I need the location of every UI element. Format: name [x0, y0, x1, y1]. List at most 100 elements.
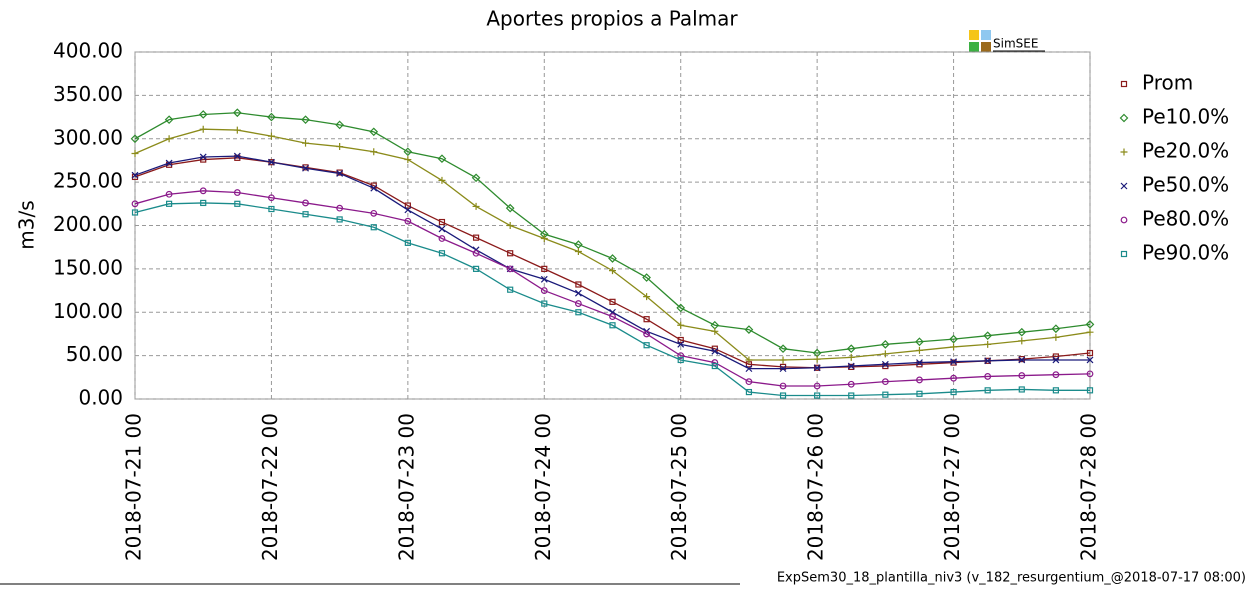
marker	[370, 224, 377, 231]
footer: ExpSem30_18_plantilla_niv3 (v_182_resurg…	[777, 571, 1246, 586]
marker	[1086, 349, 1094, 357]
chart-title: Aportes propios a Palmar	[486, 7, 738, 31]
x-tick-label: 2018-07-28 00	[1077, 413, 1101, 561]
marker	[848, 392, 855, 399]
marker	[166, 200, 173, 207]
y-tick-label: 300.00	[53, 125, 123, 149]
marker	[609, 267, 616, 275]
marker	[268, 194, 275, 202]
marker	[711, 362, 718, 370]
marker	[1086, 356, 1094, 364]
logo	[981, 30, 991, 40]
marker	[302, 199, 309, 207]
marker	[745, 356, 753, 364]
marker	[234, 200, 241, 207]
marker	[404, 202, 411, 209]
marker	[643, 330, 651, 338]
marker	[131, 209, 139, 216]
marker	[505, 203, 515, 213]
marker	[507, 250, 514, 257]
y-tick-label: 350.00	[53, 82, 123, 106]
marker	[165, 159, 173, 167]
marker	[404, 206, 412, 214]
legend-label: Pe10.0%	[1142, 105, 1229, 129]
marker	[165, 135, 173, 143]
marker	[916, 376, 923, 384]
y-axis-label: m3/s	[15, 200, 39, 249]
y-tick-label: 100.00	[53, 299, 123, 323]
marker	[984, 340, 992, 348]
marker	[609, 298, 616, 305]
marker	[404, 156, 412, 164]
marker	[506, 222, 514, 229]
marker	[711, 327, 719, 335]
x-tick-label: 2018-07-26 00	[804, 413, 828, 561]
marker	[1052, 353, 1059, 360]
marker	[130, 134, 140, 144]
marker	[370, 148, 378, 156]
marker	[1018, 372, 1026, 379]
legend-label: Pe50.0%	[1142, 173, 1229, 197]
marker	[882, 391, 889, 398]
brand: SimSEE	[993, 37, 1038, 51]
marker	[950, 359, 957, 366]
marker	[472, 234, 480, 241]
marker	[915, 346, 923, 354]
marker	[1086, 328, 1094, 336]
marker	[472, 265, 480, 272]
marker	[302, 139, 310, 147]
marker	[1052, 371, 1060, 379]
marker	[370, 184, 378, 192]
marker	[131, 149, 139, 157]
marker	[302, 211, 309, 218]
marker	[1086, 370, 1094, 378]
marker	[643, 316, 650, 323]
marker	[540, 235, 548, 243]
legend-label: Pe20.0%	[1142, 139, 1229, 163]
marker	[1052, 387, 1059, 394]
marker	[609, 322, 616, 329]
x-tick-label: 2018-07-22 00	[258, 413, 282, 561]
marker	[950, 343, 958, 351]
marker	[232, 108, 242, 118]
marker	[813, 382, 821, 390]
marker	[711, 359, 719, 366]
y-tick-label: 0.00	[78, 386, 123, 410]
series-line	[134, 202, 1090, 397]
marker	[711, 347, 719, 355]
marker	[540, 287, 548, 294]
x-tick-label: 2018-07-27 00	[940, 413, 964, 561]
y-tick-label: 250.00	[53, 169, 123, 193]
marker	[983, 331, 993, 341]
marker	[233, 152, 241, 160]
marker	[1052, 333, 1060, 341]
marker	[881, 350, 889, 358]
marker	[779, 392, 787, 399]
marker	[165, 190, 173, 198]
marker	[881, 360, 889, 368]
marker	[438, 225, 446, 233]
legend-label: Pe80.0%	[1142, 207, 1229, 231]
marker	[813, 364, 821, 372]
marker	[949, 334, 958, 344]
marker	[574, 289, 582, 297]
marker	[643, 293, 651, 301]
marker	[643, 342, 650, 349]
marker	[1052, 356, 1060, 364]
marker	[745, 378, 753, 386]
marker	[1018, 386, 1025, 393]
marker	[438, 218, 446, 226]
logo	[969, 30, 979, 40]
marker	[403, 147, 413, 157]
marker	[164, 115, 174, 125]
marker	[268, 158, 275, 166]
marker	[984, 357, 992, 365]
logo	[981, 42, 991, 52]
marker	[779, 356, 787, 364]
marker	[916, 390, 923, 397]
marker	[336, 216, 343, 223]
marker	[438, 250, 446, 257]
marker	[744, 325, 754, 334]
marker	[950, 388, 957, 396]
